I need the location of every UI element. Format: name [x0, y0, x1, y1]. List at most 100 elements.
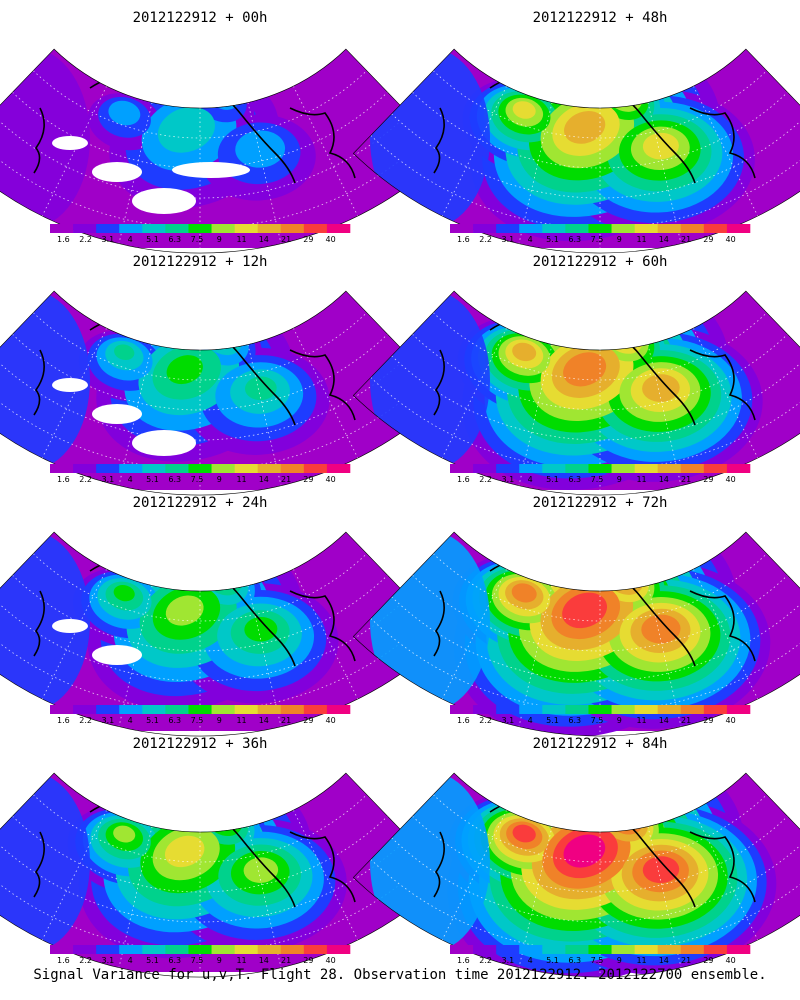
colorbar-tick-label: 14	[659, 956, 669, 965]
colorbar-tick-label: 9	[617, 956, 622, 965]
colorbar-tick-label: 3.1	[102, 956, 115, 965]
variance-field	[370, 532, 800, 737]
colorbar-swatch	[542, 464, 566, 473]
colorbar-swatch	[211, 705, 235, 714]
colorbar-tick-label: 29	[703, 956, 713, 965]
colorbar-swatch	[542, 705, 566, 714]
map-panel: 2012122912 + 60h 1.6 2.2 3.1 4 5.1 6.3 7.5 9 11 14…	[352, 254, 800, 496]
colorbar-swatch	[280, 705, 305, 714]
colorbar-swatch	[519, 464, 543, 473]
colorbar-swatch	[657, 945, 682, 954]
colorbar-swatch	[96, 464, 120, 473]
colorbar-tick-label: 3.1	[502, 716, 515, 725]
colorbar-tick-label: 40	[726, 475, 736, 484]
colorbar-tick-label: 7.5	[591, 475, 604, 484]
colorbar-swatch	[588, 705, 612, 714]
colorbar-tick-label: 4	[528, 235, 533, 244]
colorbar-swatch	[188, 224, 212, 233]
colorbar-tick-label: 6.3	[168, 235, 181, 244]
colorbar-tick-label: 21	[281, 956, 291, 965]
colorbar-tick-label: 40	[326, 235, 336, 244]
colorbar: 1.6 2.2 3.1 4 5.1 6.3 7.5 9 11 14 21 29 40	[450, 224, 751, 244]
colorbar-tick-label: 6.3	[568, 716, 581, 725]
colorbar-tick-label: 40	[326, 475, 336, 484]
colorbar-tick-label: 14	[259, 956, 269, 965]
colorbar-tick-label: 5.1	[546, 956, 559, 965]
colorbar-swatch	[565, 705, 589, 714]
colorbar-swatch	[611, 224, 635, 233]
colorbar-swatch	[73, 705, 97, 714]
colorbar-tick-label: 3.1	[502, 475, 515, 484]
colorbar-swatch	[73, 464, 97, 473]
colorbar-swatch	[326, 224, 351, 233]
colorbar-tick-label: 6.3	[568, 235, 581, 244]
colorbar-swatch	[680, 945, 705, 954]
colorbar-swatch	[565, 224, 589, 233]
map-panel: 2012122912 + 48h 1.6 2.2 3.1 4 5.1 6.3 7.5 9 11 14…	[352, 10, 800, 254]
colorbar-swatch	[188, 945, 212, 954]
colorbar-swatch	[473, 945, 497, 954]
figure-caption: Signal Variance for u,v,T. Flight 28. Ob…	[33, 967, 767, 983]
colorbar-swatch	[726, 705, 751, 714]
colorbar-swatch	[188, 464, 212, 473]
colorbar-swatch	[519, 945, 543, 954]
map-outline	[352, 772, 800, 978]
colorbar: 1.6 2.2 3.1 4 5.1 6.3 7.5 9 11 14 21 29 40	[450, 705, 751, 725]
colorbar-swatch	[50, 224, 74, 233]
colorbar-tick-label: 3.1	[502, 956, 515, 965]
colorbar-tick-label: 9	[217, 956, 222, 965]
colorbar-swatch	[119, 224, 143, 233]
colorbar-swatch	[96, 224, 120, 233]
colorbar-tick-label: 3.1	[102, 716, 115, 725]
colorbar-swatch	[680, 224, 705, 233]
colorbar-swatch	[211, 224, 235, 233]
colorbar-tick-label: 3.1	[502, 235, 515, 244]
colorbar-tick-label: 5.1	[546, 475, 559, 484]
colorbar-tick-label: 3.1	[102, 475, 115, 484]
colorbar-tick-label: 29	[703, 716, 713, 725]
colorbar-tick-label: 4	[528, 956, 533, 965]
colorbar-tick-label: 9	[617, 716, 622, 725]
colorbar-tick-label: 29	[303, 956, 313, 965]
colorbar-tick-label: 2.2	[79, 235, 92, 244]
colorbar: 1.6 2.2 3.1 4 5.1 6.3 7.5 9 11 14 21 29 40	[50, 705, 351, 725]
colorbar-tick-label: 6.3	[168, 716, 181, 725]
colorbar-swatch	[257, 945, 282, 954]
colorbar-swatch	[703, 945, 728, 954]
colorbar-tick-label: 7.5	[191, 235, 204, 244]
colorbar-tick-label: 29	[703, 235, 713, 244]
colorbar-tick-label: 11	[636, 956, 646, 965]
colorbar-swatch	[703, 705, 728, 714]
colorbar-tick-label: 11	[236, 235, 246, 244]
colorbar-tick-label: 2.2	[479, 475, 492, 484]
colorbar-swatch	[211, 945, 235, 954]
colorbar-tick-label: 5.1	[146, 956, 159, 965]
panel-title: 2012122912 + 60h	[533, 254, 668, 270]
colorbar-swatch	[588, 945, 612, 954]
panel-title: 2012122912 + 36h	[133, 736, 268, 752]
colorbar-tick-label: 14	[659, 475, 669, 484]
colorbar-tick-label: 1.6	[457, 956, 470, 965]
colorbar-swatch	[657, 224, 682, 233]
colorbar-swatch	[257, 705, 282, 714]
colorbar-swatch	[142, 705, 166, 714]
colorbar: 1.6 2.2 3.1 4 5.1 6.3 7.5 9 11 14 21 29 40	[50, 464, 351, 484]
colorbar-swatch	[726, 224, 751, 233]
colorbar-swatch	[280, 464, 305, 473]
colorbar-swatch	[234, 464, 258, 473]
colorbar-swatch	[280, 224, 305, 233]
colorbar-tick-label: 40	[326, 716, 336, 725]
colorbar-swatch	[611, 705, 635, 714]
colorbar-tick-label: 5.1	[546, 716, 559, 725]
colorbar-tick-label: 29	[303, 716, 313, 725]
colorbar-tick-label: 40	[326, 956, 336, 965]
colorbar-swatch	[634, 945, 658, 954]
colorbar-tick-label: 7.5	[191, 716, 204, 725]
colorbar-swatch	[234, 224, 258, 233]
colorbar-tick-label: 2.2	[479, 235, 492, 244]
panel-title: 2012122912 + 12h	[133, 254, 268, 270]
colorbar-tick-label: 6.3	[168, 956, 181, 965]
colorbar-tick-label: 7.5	[191, 475, 204, 484]
colorbar-tick-label: 4	[128, 716, 133, 725]
